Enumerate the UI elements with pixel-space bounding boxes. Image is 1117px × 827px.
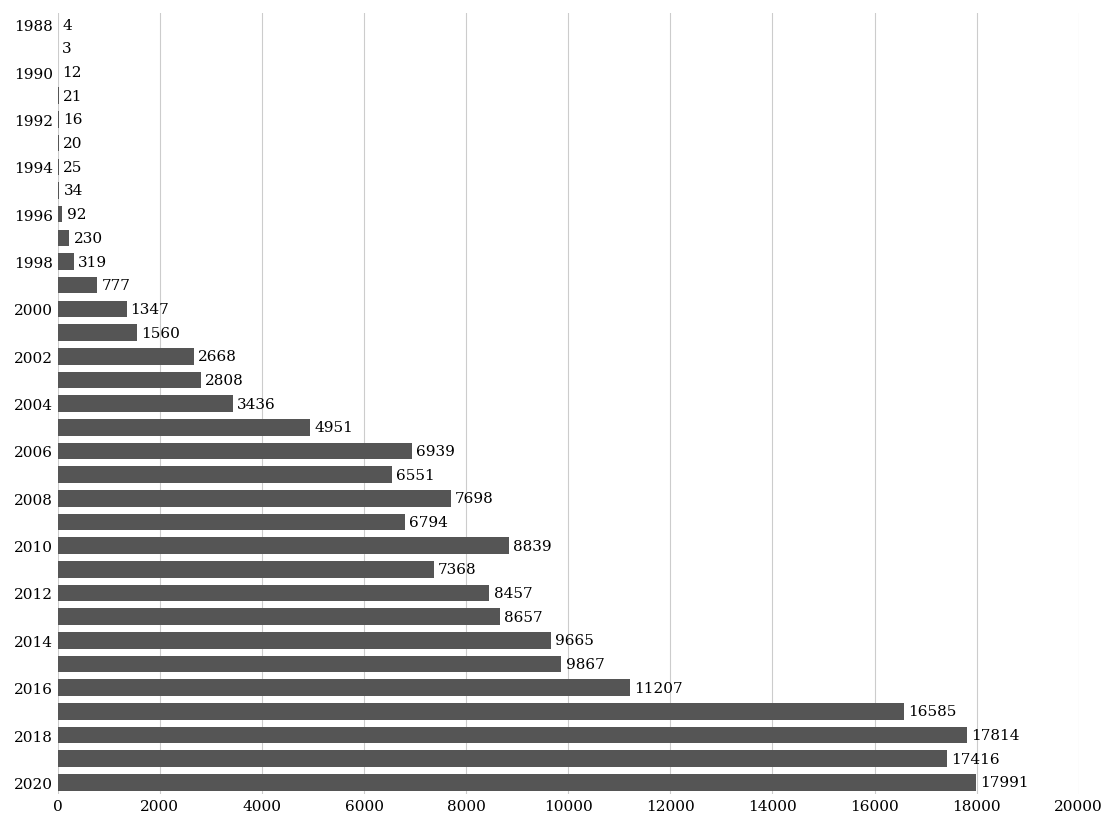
Text: 7698: 7698	[455, 492, 494, 505]
Text: 230: 230	[74, 232, 103, 246]
Text: 2668: 2668	[198, 350, 237, 364]
Bar	[58, 207, 63, 223]
Bar	[58, 490, 451, 507]
Bar	[58, 396, 233, 413]
Text: 777: 777	[102, 279, 131, 293]
Text: 6551: 6551	[397, 468, 435, 482]
Bar	[58, 372, 201, 389]
Bar	[58, 727, 967, 743]
Bar	[58, 466, 392, 483]
Text: 16585: 16585	[908, 705, 957, 719]
Text: 17991: 17991	[981, 776, 1029, 790]
Bar	[58, 254, 74, 270]
Bar	[58, 751, 947, 767]
Text: 17814: 17814	[971, 729, 1020, 742]
Bar	[58, 514, 404, 531]
Bar	[58, 633, 551, 649]
Bar	[58, 183, 59, 199]
Text: 7368: 7368	[438, 562, 477, 576]
Text: 1560: 1560	[142, 326, 180, 340]
Bar	[58, 278, 97, 294]
Bar	[58, 301, 126, 318]
Text: 9867: 9867	[565, 657, 604, 672]
Text: 92: 92	[67, 208, 86, 222]
Bar	[58, 774, 976, 791]
Bar	[58, 609, 499, 625]
Text: 3436: 3436	[237, 397, 276, 411]
Text: 8657: 8657	[504, 610, 543, 624]
Text: 2808: 2808	[206, 374, 244, 387]
Bar	[58, 585, 489, 601]
Text: 16: 16	[63, 113, 83, 127]
Text: 9665: 9665	[555, 633, 594, 648]
Bar	[58, 443, 412, 460]
Text: 4: 4	[63, 19, 71, 33]
Bar	[58, 703, 905, 719]
Text: 21: 21	[63, 89, 83, 103]
Bar	[58, 538, 509, 554]
Text: 6939: 6939	[416, 444, 455, 458]
Text: 12: 12	[63, 66, 82, 80]
Bar	[58, 419, 311, 436]
Bar	[58, 325, 137, 342]
Bar	[58, 562, 433, 578]
Bar	[58, 230, 69, 246]
Text: 34: 34	[64, 184, 83, 198]
Text: 20: 20	[63, 137, 83, 151]
Text: 8839: 8839	[513, 539, 552, 553]
Text: 1347: 1347	[131, 303, 170, 317]
Text: 17416: 17416	[951, 752, 1000, 766]
Text: 8457: 8457	[494, 586, 532, 600]
Text: 6794: 6794	[409, 515, 448, 529]
Text: 3: 3	[61, 42, 71, 56]
Bar	[58, 160, 59, 176]
Text: 319: 319	[78, 256, 107, 269]
Text: 11207: 11207	[634, 681, 682, 695]
Bar	[58, 348, 194, 365]
Text: 25: 25	[63, 160, 83, 174]
Bar	[58, 656, 562, 672]
Text: 4951: 4951	[315, 421, 353, 435]
Bar	[58, 680, 630, 696]
